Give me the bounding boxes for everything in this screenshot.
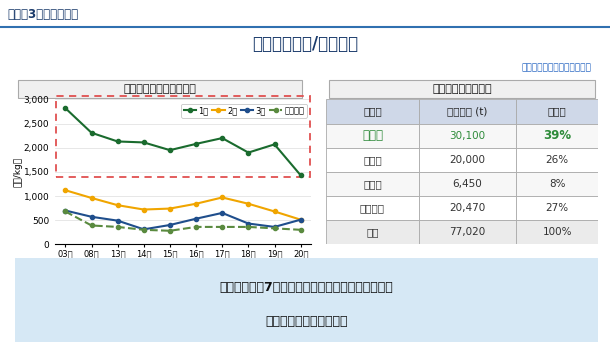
3茶 xyxy=(167,223,174,227)
Line: 秋冬番茶: 秋冬番茶 xyxy=(63,209,303,233)
1茶 xyxy=(167,148,174,152)
3茶 xyxy=(192,217,199,221)
FancyBboxPatch shape xyxy=(418,148,516,172)
3茶 xyxy=(140,227,148,231)
Line: 2茶: 2茶 xyxy=(63,188,303,222)
Text: 27%: 27% xyxy=(545,203,569,213)
3茶 xyxy=(62,208,69,213)
1茶 xyxy=(140,140,148,144)
1茶 xyxy=(62,106,69,110)
秋冬番茶 xyxy=(114,225,121,229)
2茶 xyxy=(140,207,148,211)
Line: 1茶: 1茶 xyxy=(63,106,303,177)
FancyBboxPatch shape xyxy=(418,196,516,220)
秋冬番茶 xyxy=(245,225,252,229)
FancyBboxPatch shape xyxy=(18,80,302,98)
秋冬番茶 xyxy=(271,226,278,230)
FancyBboxPatch shape xyxy=(418,172,516,196)
2茶 xyxy=(88,196,95,200)
FancyBboxPatch shape xyxy=(516,196,598,220)
3茶 xyxy=(218,211,226,215)
2茶 xyxy=(297,217,304,222)
Text: 合計: 合計 xyxy=(366,227,379,237)
秋冬番茶 xyxy=(192,225,199,229)
2茶 xyxy=(62,188,69,192)
FancyBboxPatch shape xyxy=(516,172,598,196)
Text: 6,450: 6,450 xyxy=(453,179,483,189)
Text: 30,100: 30,100 xyxy=(450,131,486,141)
2茶 xyxy=(167,207,174,211)
Text: 二番茶: 二番茶 xyxy=(363,155,382,165)
Text: 茶　期: 茶 期 xyxy=(363,106,382,117)
Text: 77,020: 77,020 xyxy=(450,227,486,237)
3茶 xyxy=(114,218,121,223)
FancyBboxPatch shape xyxy=(326,99,418,124)
2茶 xyxy=(245,202,252,206)
Line: 3茶: 3茶 xyxy=(63,208,303,231)
1茶 xyxy=(271,142,278,147)
Y-axis label: （円/kg）: （円/kg） xyxy=(13,157,22,187)
Text: 農家の収入の7割を占める一番茶の需要が低迅し、: 農家の収入の7割を占める一番茶の需要が低迅し、 xyxy=(220,281,393,294)
3茶 xyxy=(297,217,304,222)
Text: 各商社ヒアリングを元に作成: 各商社ヒアリングを元に作成 xyxy=(522,64,592,73)
FancyBboxPatch shape xyxy=(326,196,418,220)
FancyBboxPatch shape xyxy=(329,80,595,98)
秋冬番茶 xyxy=(88,223,95,228)
2茶 xyxy=(114,203,121,207)
1茶 xyxy=(297,173,304,177)
FancyBboxPatch shape xyxy=(516,124,598,148)
2茶 xyxy=(192,202,199,206)
Text: 全国　茶期別生産量: 全国 茶期別生産量 xyxy=(432,83,492,94)
1茶 xyxy=(114,139,121,143)
1茶 xyxy=(192,142,199,146)
Text: 一番茶: 一番茶 xyxy=(362,129,383,142)
Text: 100%: 100% xyxy=(542,227,572,237)
3茶 xyxy=(245,222,252,226)
3茶 xyxy=(271,225,278,229)
3茶 xyxy=(88,215,95,219)
FancyBboxPatch shape xyxy=(418,124,516,148)
Text: 今後の生産量/単価予測: 今後の生産量/単価予測 xyxy=(252,35,358,53)
FancyBboxPatch shape xyxy=(326,124,418,148)
2茶 xyxy=(218,195,226,200)
1茶 xyxy=(245,150,252,155)
Text: 秋冬番茶: 秋冬番茶 xyxy=(360,203,385,213)
秋冬番茶 xyxy=(62,209,69,214)
秋冬番茶 xyxy=(218,225,226,229)
Text: 構成比: 構成比 xyxy=(548,106,567,117)
Text: 20,000: 20,000 xyxy=(450,155,486,165)
1茶 xyxy=(88,131,95,135)
Text: 39%: 39% xyxy=(543,129,571,142)
Text: 20,470: 20,470 xyxy=(450,203,486,213)
FancyBboxPatch shape xyxy=(326,220,418,244)
Text: シート3　課題と背景: シート3 課題と背景 xyxy=(7,8,79,21)
FancyBboxPatch shape xyxy=(9,258,604,343)
Text: 茶業の継続ができない。: 茶業の継続ができない。 xyxy=(265,314,348,328)
Text: 三番茶: 三番茶 xyxy=(363,179,382,189)
Text: 茶期比率 (t): 茶期比率 (t) xyxy=(447,106,487,117)
秋冬番茶 xyxy=(140,228,148,232)
FancyBboxPatch shape xyxy=(516,220,598,244)
Text: 全国　荒茶平均価格推移: 全国 荒茶平均価格推移 xyxy=(124,83,196,94)
FancyBboxPatch shape xyxy=(326,148,418,172)
2茶 xyxy=(271,209,278,214)
秋冬番茶 xyxy=(167,229,174,233)
FancyBboxPatch shape xyxy=(418,220,516,244)
FancyBboxPatch shape xyxy=(516,99,598,124)
FancyBboxPatch shape xyxy=(326,172,418,196)
Legend: 1茶, 2茶, 3茶, 秋冬番茶: 1茶, 2茶, 3茶, 秋冬番茶 xyxy=(181,104,307,118)
FancyBboxPatch shape xyxy=(418,99,516,124)
FancyBboxPatch shape xyxy=(516,148,598,172)
Text: 26%: 26% xyxy=(545,155,569,165)
Text: 8%: 8% xyxy=(549,179,565,189)
秋冬番茶 xyxy=(297,228,304,232)
1茶 xyxy=(218,136,226,140)
